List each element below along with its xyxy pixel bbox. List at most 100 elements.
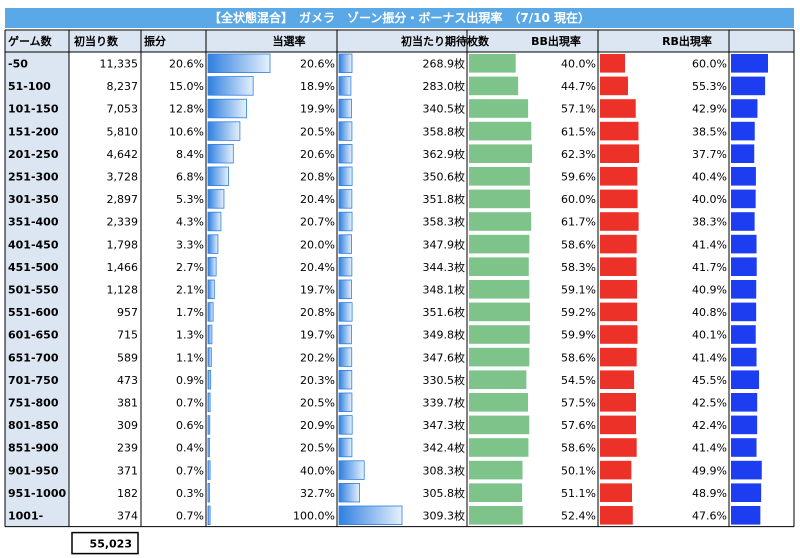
expected-medals-value: 268.9枚 [423,57,466,71]
first-hits-value: 715 [117,329,138,342]
distribution-value: 2.1% [176,284,204,297]
rb-rate-value: 38.3% [692,216,727,229]
distribution-bar [207,347,212,367]
distribution-bar [207,234,219,254]
win-rate-bar [338,189,353,209]
expected-medals-bar [469,144,532,163]
header-rb-rate: RB出現率 [662,34,712,48]
first-hits-value: 381 [117,397,138,410]
zone-label: 851-900 [8,442,59,455]
expected-medals-value: 358.8枚 [423,124,466,138]
rb-rate-value: 40.9% [692,284,727,297]
expected-medals-bar [469,415,530,435]
first-hits-value: 4,642 [107,148,139,161]
expected-medals-value: 347.9枚 [423,237,466,251]
zone-label: 101-150 [8,103,59,116]
bb-rate-value: 61.7% [561,216,596,229]
distribution-value: 15.0% [169,80,204,93]
distribution-value: 10.6% [169,125,204,138]
bb-rate-value: 59.9% [561,329,596,342]
bb-rate-bar [600,212,639,231]
first-hits-value: 1,128 [107,284,139,297]
distribution-value: 0.3% [176,487,204,500]
distribution-value: 12.8% [169,103,204,116]
rb-rate-bar [731,121,755,141]
win-rate-value: 20.2% [300,351,335,364]
first-hits-value: 8,237 [107,80,139,93]
bb-rate-bar [600,280,637,299]
bb-rate-bar [600,54,626,73]
first-hits-value: 239 [117,442,138,455]
win-rate-bar [338,437,353,458]
zone-label: 951-1000 [8,487,66,500]
rb-rate-bar [731,302,757,322]
distribution-value: 0.7% [176,397,204,410]
first-hits-value: 1,798 [107,238,139,251]
rb-rate-value: 41.4% [692,442,727,455]
expected-medals-bar [469,460,523,480]
zone-column-bg [5,52,69,527]
expected-medals-value: 283.0枚 [423,79,466,93]
win-rate-bar [338,302,353,322]
distribution-bar [207,98,247,119]
first-hits-value: 7,053 [107,103,139,116]
zone-label: 1001- [8,510,43,523]
zone-label: 901-950 [8,464,59,477]
expected-medals-value: 348.1枚 [423,283,466,297]
expected-medals-value: 349.8枚 [423,328,466,342]
zone-label: 801-850 [8,419,59,432]
win-rate-bar [338,279,352,300]
distribution-bar [207,256,217,277]
distribution-bar [207,482,210,503]
first-hits-value: 1,466 [107,261,139,274]
expected-medals-value: 351.8枚 [423,192,466,206]
bb-rate-value: 57.1% [561,103,596,116]
rb-rate-value: 48.9% [692,487,727,500]
win-rate-value: 18.9% [300,80,335,93]
rb-rate-value: 55.3% [692,80,727,93]
rb-rate-bar [731,438,757,457]
bb-rate-value: 44.7% [561,80,596,93]
expected-medals-bar [469,347,530,367]
rb-rate-value: 40.0% [692,193,727,206]
expected-medals-value: 347.6枚 [423,350,466,364]
zone-label: 501-550 [8,284,59,297]
bb-rate-value: 60.0% [561,193,596,206]
distribution-bar [207,211,222,232]
distribution-bar [207,415,211,435]
bb-rate-bar [600,144,639,163]
bb-rate-bar [600,393,636,412]
expected-medals-value: 339.7枚 [423,396,466,410]
expected-medals-bar [469,506,523,525]
win-rate-bar [338,166,353,187]
bb-rate-bar [600,506,633,525]
distribution-bar [207,324,213,345]
expected-medals-bar [469,438,529,457]
zone-label: 701-750 [8,374,59,387]
bb-rate-bar [600,347,637,367]
win-rate-value: 32.7% [300,487,335,500]
expected-medals-value: 347.3枚 [423,418,466,432]
rb-rate-bar [731,257,757,276]
expected-medals-bar [469,257,529,276]
bb-rate-value: 58.3% [561,261,596,274]
distribution-value: 1.3% [176,329,204,342]
win-rate-bar [338,53,353,74]
first-hits-value: 2,339 [107,216,139,229]
distribution-value: 20.6% [169,58,204,71]
expected-medals-bar [469,483,523,502]
win-rate-value: 20.4% [300,261,335,274]
win-rate-value: 20.5% [300,442,335,455]
rb-rate-bar [731,212,755,231]
distribution-value: 8.4% [176,148,204,161]
rb-rate-value: 40.4% [692,171,727,184]
total-cell [71,531,139,555]
first-hits-value: 2,897 [107,193,139,206]
win-rate-value: 20.8% [300,306,335,319]
bb-rate-bar [600,99,636,118]
win-rate-value: 40.0% [300,464,335,477]
win-rate-bar [338,324,352,345]
win-rate-bar [338,121,353,141]
bb-rate-value: 50.1% [561,464,596,477]
